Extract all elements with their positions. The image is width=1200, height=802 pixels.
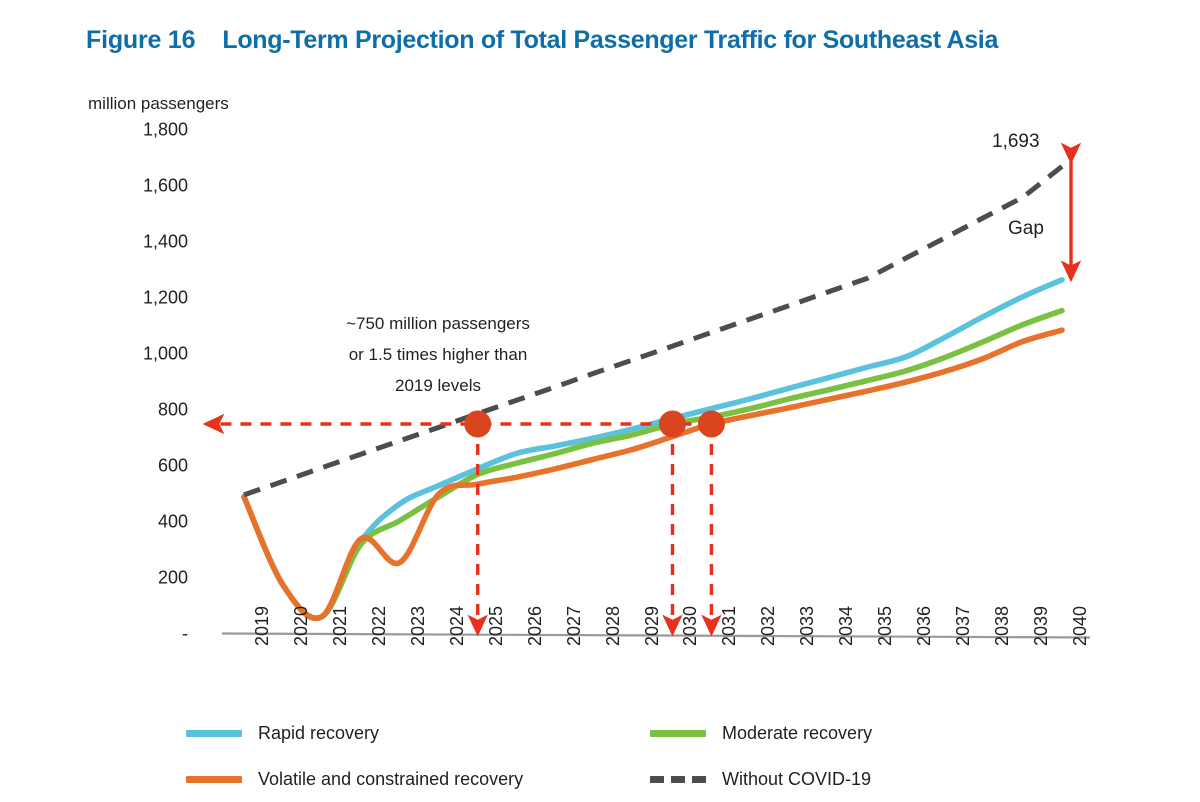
legend-item-volatile-recovery[interactable]: Volatile and constrained recovery bbox=[186, 769, 650, 790]
legend-swatch-icon bbox=[186, 775, 242, 783]
data-marker-2031[interactable] bbox=[697, 410, 725, 438]
x-tick-label-2037: 2037 bbox=[953, 605, 974, 646]
x-tick-label-2019: 2019 bbox=[252, 605, 272, 646]
x-tick-label-2024: 2024 bbox=[446, 605, 467, 646]
data-marker-2025[interactable] bbox=[464, 410, 492, 438]
legend-item-moderate-recovery[interactable]: Moderate recovery bbox=[650, 723, 872, 744]
x-tick-label-2030: 2030 bbox=[680, 605, 701, 646]
page-title: Long-Term Projection of Total Passenger … bbox=[222, 26, 999, 54]
legend-label: Volatile and constrained recovery bbox=[258, 768, 524, 789]
legend-swatch-icon bbox=[186, 729, 242, 737]
chart-legend: Rapid recovery Moderate recovery Volatil… bbox=[186, 710, 1146, 802]
x-tick-label-2022: 2022 bbox=[368, 605, 389, 646]
y-tick-label: - bbox=[182, 623, 188, 644]
legend-label: Rapid recovery bbox=[258, 722, 380, 743]
x-tick-label-2034: 2034 bbox=[836, 605, 857, 646]
x-tick-label-2020: 2020 bbox=[290, 605, 311, 646]
callout-line-3: 2019 levels bbox=[394, 376, 481, 395]
legend-row-2: Volatile and constrained recovery Withou… bbox=[186, 756, 1146, 802]
x-tick-label-2023: 2023 bbox=[407, 605, 428, 646]
x-tick-label-2029: 2029 bbox=[641, 605, 662, 646]
x-tick-label-2040: 2040 bbox=[1070, 605, 1090, 646]
series-line-without-covid-19 bbox=[243, 164, 1064, 498]
y-tick-label: 800 bbox=[157, 399, 188, 420]
x-tick-label-2032: 2032 bbox=[758, 605, 779, 646]
legend-swatch-dashed-icon bbox=[650, 775, 706, 783]
y-tick-label: 400 bbox=[157, 511, 188, 532]
y-tick-label: 1,800 bbox=[142, 119, 188, 140]
figure-number: Figure 16 bbox=[86, 26, 196, 54]
x-tick-label-2021: 2021 bbox=[329, 605, 350, 646]
legend-swatch-icon bbox=[650, 729, 706, 737]
legend-label: Moderate recovery bbox=[722, 722, 873, 743]
x-tick-label-2025: 2025 bbox=[485, 605, 506, 646]
x-tick-label-2039: 2039 bbox=[1031, 605, 1052, 646]
data-marker-2030[interactable] bbox=[658, 410, 686, 438]
callout-line-1: ~750 million passengers bbox=[346, 314, 530, 333]
x-tick-label-2026: 2026 bbox=[524, 605, 545, 646]
callout-line-2: or 1.5 times higher than bbox=[348, 345, 528, 364]
y-axis-unit-label: million passengers bbox=[88, 94, 229, 113]
peak-value-label: 1,693 bbox=[992, 131, 1040, 152]
gap-arrow-label: Gap bbox=[1008, 218, 1044, 239]
x-tick-label-2027: 2027 bbox=[563, 605, 584, 646]
legend-item-rapid-recovery[interactable]: Rapid recovery bbox=[186, 723, 650, 744]
series-line-moderate-recovery bbox=[241, 307, 1065, 621]
y-tick-label: 1,000 bbox=[142, 343, 188, 364]
y-tick-label: 600 bbox=[157, 455, 188, 476]
x-tick-label-2028: 2028 bbox=[602, 605, 623, 646]
figure-title-bar: Figure 16 Long-Term Projection of Total … bbox=[86, 26, 998, 55]
y-tick-label: 1,400 bbox=[142, 231, 188, 252]
x-tick-label-2036: 2036 bbox=[914, 605, 935, 646]
x-tick-label-2038: 2038 bbox=[992, 605, 1013, 646]
x-axis-line bbox=[221, 632, 1091, 639]
legend-row-1: Rapid recovery Moderate recovery bbox=[186, 710, 1146, 756]
series-line-volatile-and-constrained-recovery bbox=[241, 327, 1065, 622]
x-tick-label-2035: 2035 bbox=[875, 605, 896, 646]
legend-label: Without COVID-19 bbox=[722, 768, 872, 789]
y-tick-label: 1,600 bbox=[142, 175, 188, 196]
y-tick-label: 200 bbox=[157, 567, 188, 588]
y-tick-label: 1,200 bbox=[142, 287, 188, 308]
legend-item-without-covid[interactable]: Without COVID-19 bbox=[650, 769, 871, 790]
x-tick-label-2031: 2031 bbox=[719, 605, 740, 646]
x-tick-label-2033: 2033 bbox=[797, 605, 818, 646]
callout-annotation: ~750 million passengers or 1.5 times hig… bbox=[292, 308, 584, 401]
